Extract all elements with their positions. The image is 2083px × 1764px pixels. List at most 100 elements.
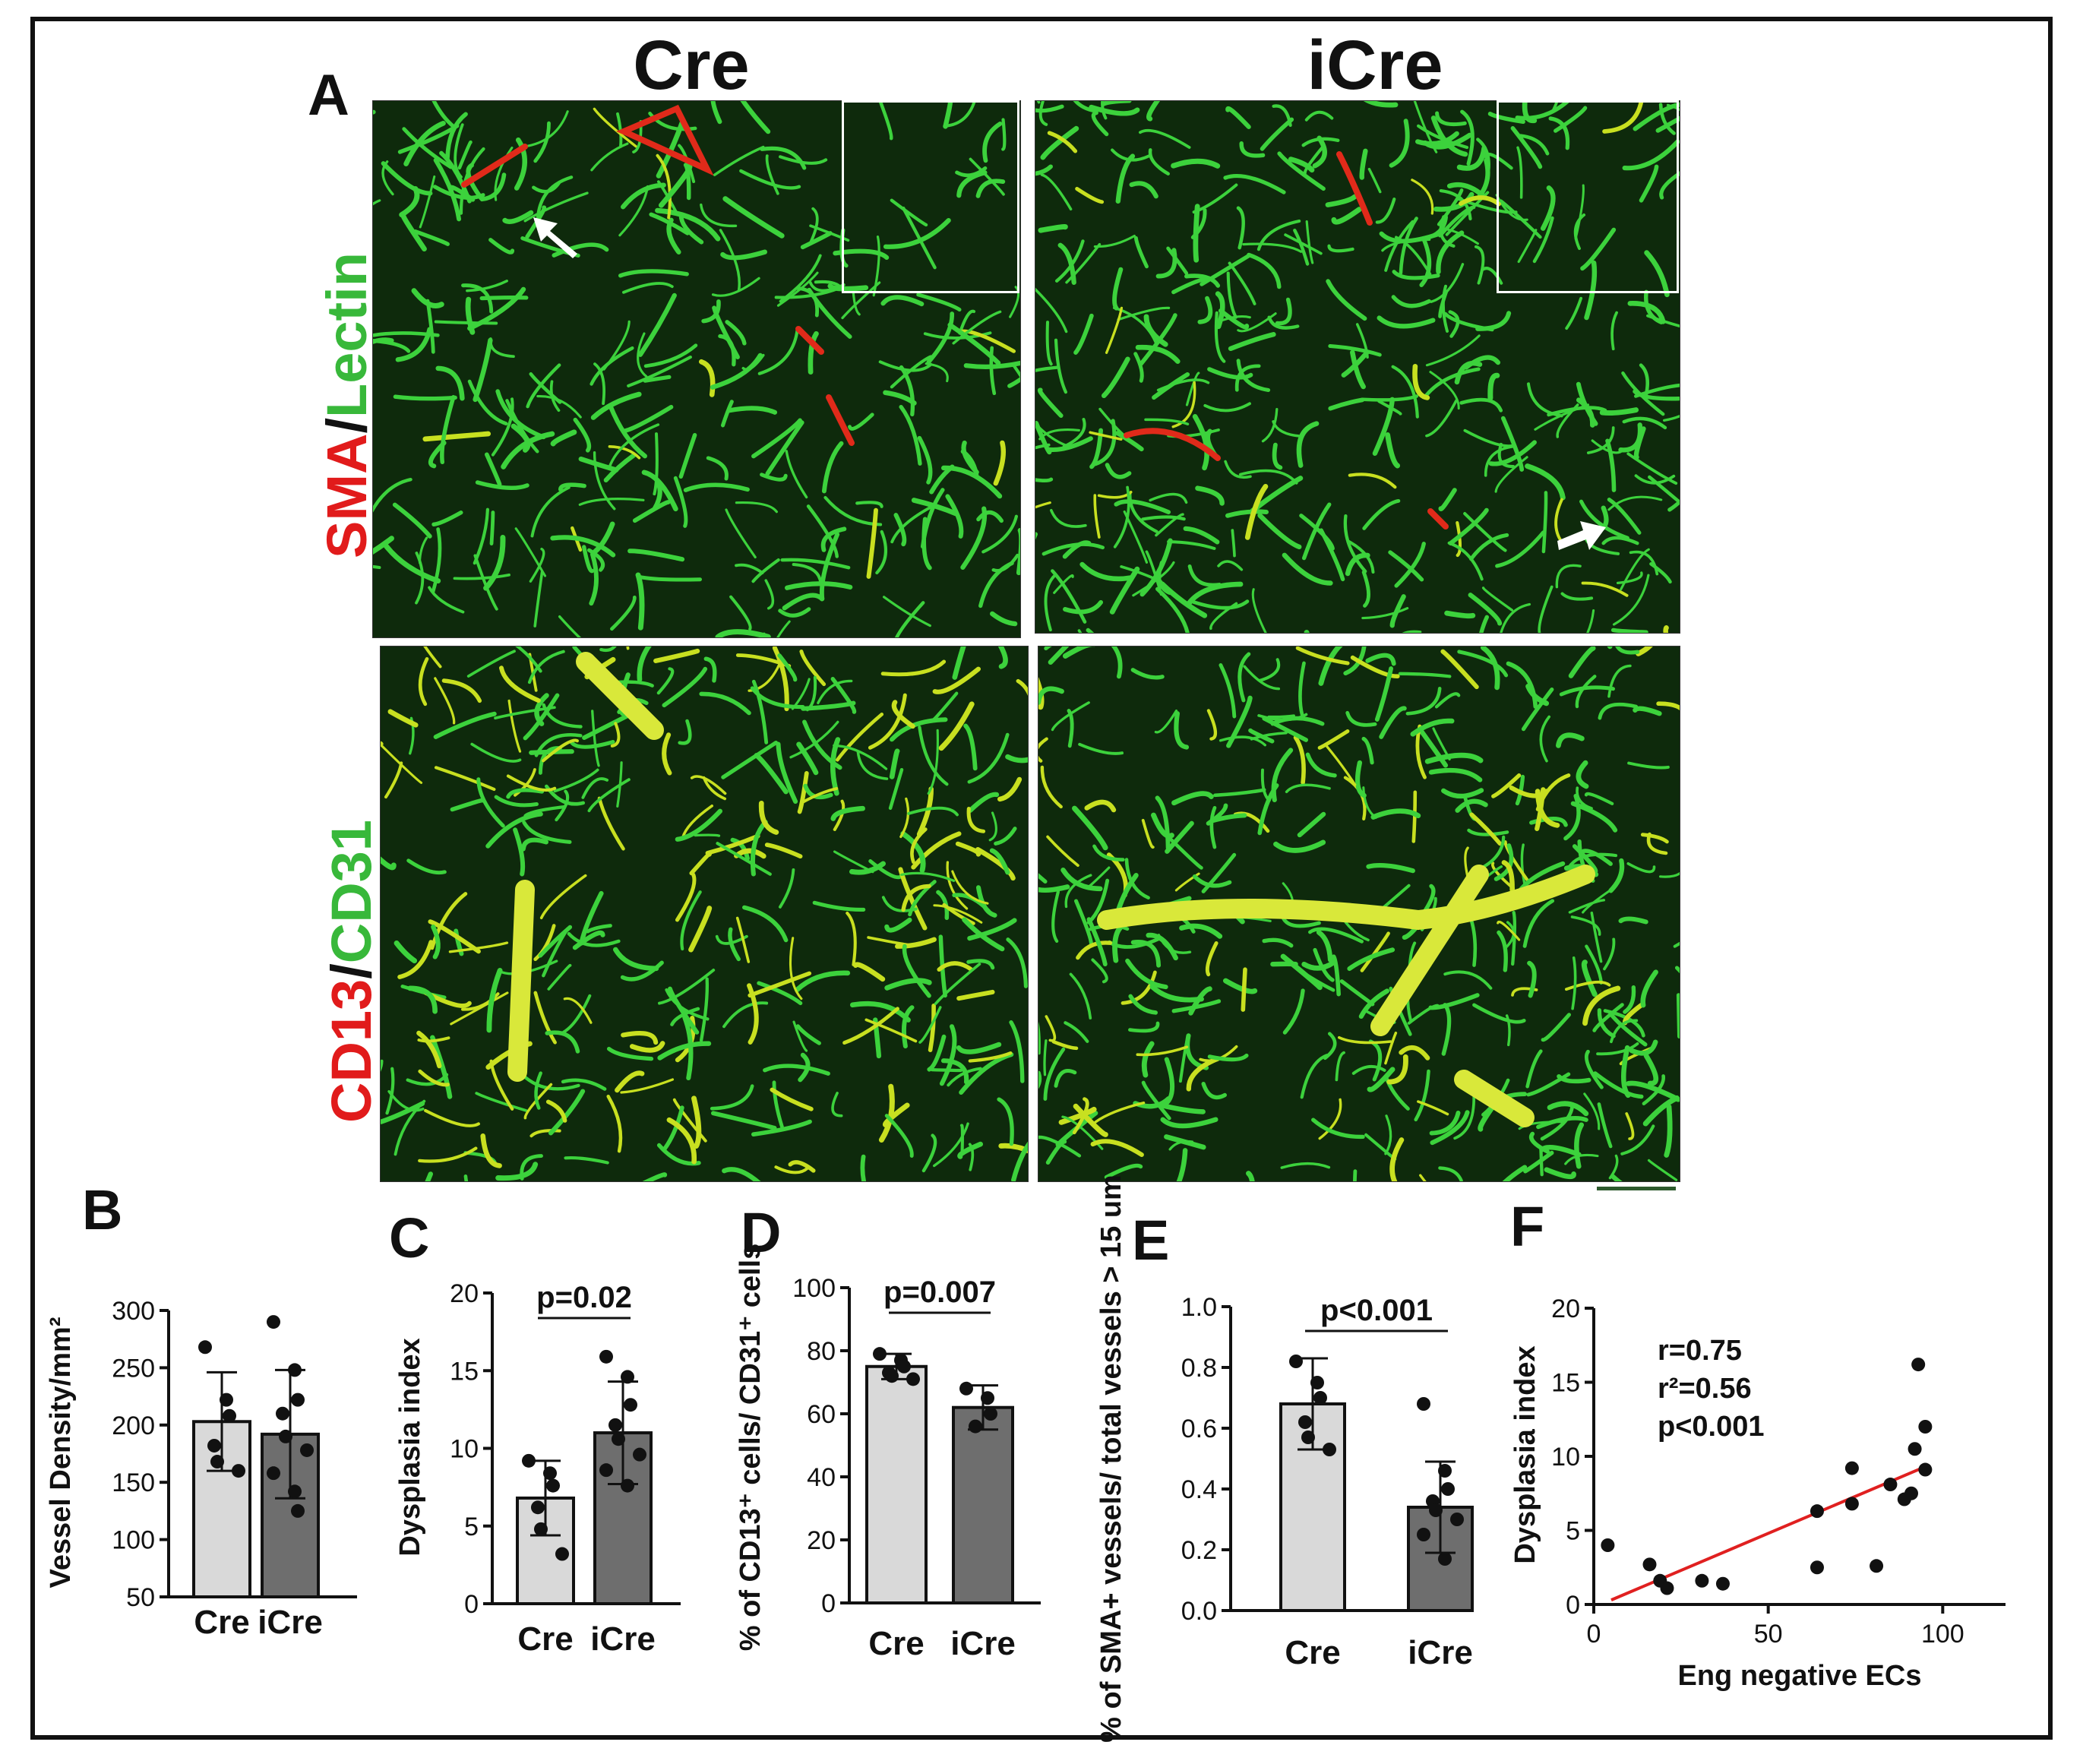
vessel-mark [431, 101, 456, 129]
vessel-mark [373, 477, 412, 513]
vessel-mark [454, 123, 464, 179]
vessel-mark [1664, 1104, 1673, 1158]
vessel-mark [868, 859, 904, 880]
vessel-mark [928, 1004, 936, 1052]
vessel-mark [1585, 944, 1603, 985]
vessel-mark [1469, 533, 1509, 561]
panel-letter-e: E [1132, 1209, 1169, 1272]
vessel-mark [1460, 109, 1475, 166]
vessel-mark [1576, 760, 1589, 789]
vessel-mark [765, 420, 804, 476]
vessel-mark [1599, 407, 1639, 416]
data-point [267, 1466, 280, 1481]
vessel-mark [1275, 297, 1292, 326]
vessel-mark [1121, 970, 1157, 1005]
vessel-mark [593, 451, 616, 511]
vessel-mark [1144, 418, 1190, 425]
vessel-mark [772, 646, 789, 712]
vessel-mark [747, 983, 759, 1045]
vessel-mark [1038, 737, 1048, 763]
category-label-cre: Cre [194, 1604, 249, 1641]
vessel-mark [522, 110, 569, 148]
vessel-mark [947, 1067, 982, 1087]
vessel-mark [1478, 1105, 1495, 1132]
vessel-mark [1219, 735, 1266, 747]
vessel-mark [1354, 760, 1367, 798]
vessel-mark [1644, 289, 1664, 324]
vessel-mark [1239, 141, 1266, 158]
vessel-mark [1540, 185, 1556, 231]
vessel-mark [463, 1174, 469, 1181]
vessel-mark [514, 137, 527, 191]
vessel-mark [1207, 367, 1253, 380]
vessel-mark [483, 535, 506, 591]
vessel-mark [658, 163, 693, 208]
vessel-mark [434, 320, 498, 325]
vessel-mark [1165, 820, 1194, 854]
vessel-mark [1580, 227, 1617, 271]
vessel-mark [1566, 852, 1618, 870]
vessel-mark [1618, 916, 1648, 925]
vessel-mark [1434, 692, 1461, 709]
vessel-mark [542, 738, 579, 763]
column-title-icre: iCre [1307, 27, 1443, 104]
vessel-mark [434, 677, 456, 725]
vessel-mark [1372, 397, 1395, 456]
vessel-mark [727, 406, 778, 415]
vessel-mark [806, 504, 839, 558]
vessel-mark [1439, 189, 1472, 221]
vessel-mark [691, 1095, 702, 1149]
vessel-mark [489, 511, 495, 545]
vessel-mark [796, 741, 819, 776]
vessel-mark [941, 465, 1003, 499]
vessel-mark [902, 1005, 915, 1049]
vessel-mark [1647, 1159, 1678, 1181]
vessel-mark [1586, 609, 1595, 633]
vessel-mark [593, 362, 606, 406]
vessel-mark [1231, 529, 1236, 558]
vessel-mark [564, 1155, 609, 1165]
vessel-mark [860, 1154, 867, 1181]
vessel-mark [1005, 754, 1028, 763]
vessel-mark [722, 196, 785, 239]
vessel-mark [618, 269, 689, 278]
vessel-mark [450, 991, 509, 1026]
vessel-mark [433, 157, 462, 222]
vessel-mark [657, 1041, 712, 1061]
vessel-mark [967, 918, 1017, 941]
panel-letter-d: D [741, 1201, 781, 1264]
data-point [1298, 1415, 1312, 1429]
vessel-mark [875, 530, 888, 575]
data-point [599, 1463, 613, 1478]
vessel-mark [680, 890, 702, 951]
vessel-mark [1484, 444, 1516, 477]
vessel-mark [591, 710, 600, 767]
vessel-mark [1389, 1137, 1405, 1181]
vessel-mark [1133, 236, 1149, 269]
vessel-mark [1207, 1053, 1249, 1062]
vessel-mark [1375, 198, 1396, 224]
vessel-mark [883, 596, 931, 628]
vessel-mark [960, 329, 1016, 353]
vessel-mark [1348, 473, 1397, 489]
vessel-mark [1193, 204, 1200, 263]
y-tick-label: 50 [126, 1583, 155, 1612]
vessel-mark [1288, 156, 1315, 173]
vessel-mark [1399, 1045, 1430, 1061]
vessel-mark [1256, 219, 1301, 251]
vessel-mark [729, 595, 752, 631]
vessel-mark [1582, 985, 1621, 1026]
y-tick-label: 0.4 [1181, 1475, 1217, 1504]
vessel-mark [1054, 338, 1067, 394]
vessel-mark [1224, 460, 1252, 479]
data-point [969, 1419, 982, 1434]
vessel-mark [571, 526, 583, 552]
vessel-mark [1518, 1121, 1563, 1130]
vessel-mark [947, 322, 1001, 365]
bar-cre [865, 1364, 928, 1604]
vessel-mark [776, 741, 798, 805]
vessel-mark [1192, 414, 1209, 471]
vessel-mark [1206, 803, 1228, 826]
vessel-mark [1571, 956, 1577, 1010]
vessel-mark [466, 163, 484, 201]
